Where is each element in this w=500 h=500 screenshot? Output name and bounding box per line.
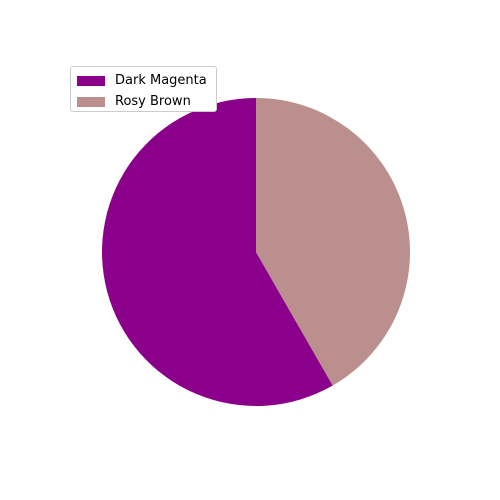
pie-slice-rosy-brown [256, 98, 411, 386]
legend-item-dark-magenta: Dark Magenta [77, 71, 210, 90]
chart-legend: Dark Magenta Rosy Brown [70, 66, 217, 112]
pie-slice-dark-magenta [102, 98, 333, 407]
legend-swatch-rosy-brown [77, 96, 105, 107]
legend-swatch-dark-magenta [77, 75, 105, 86]
legend-label-dark-magenta: Dark Magenta [115, 73, 207, 88]
legend-item-rosy-brown: Rosy Brown [77, 92, 210, 111]
legend-label-rosy-brown: Rosy Brown [115, 94, 191, 109]
